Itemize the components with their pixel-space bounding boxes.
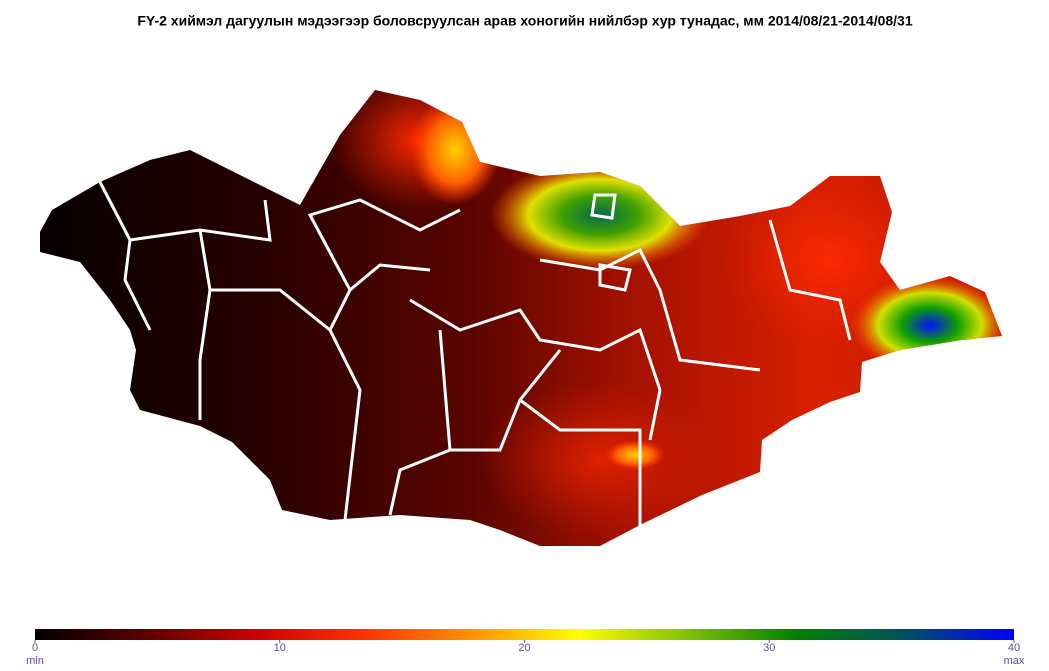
colorbar-tick-label: 0	[32, 642, 38, 654]
colorbar-tick-label: 30	[763, 642, 775, 654]
precipitation-map	[40, 90, 1002, 546]
colorbar-max-label: max	[1004, 655, 1025, 666]
colorbar-tick-label: 10	[274, 642, 286, 654]
colorbar-tick-label: 40	[1008, 642, 1020, 654]
colorbar-scale	[35, 629, 1014, 640]
colorbar-min-label: min	[26, 655, 44, 666]
colorbar: min max 0 10 20 30 40	[26, 629, 1025, 667]
province-borders	[98, 181, 852, 540]
colorbar-tick-label: 20	[518, 642, 530, 654]
map-title: FY-2 хиймэл дагуулын мэдээгээр боловсруу…	[137, 13, 912, 29]
